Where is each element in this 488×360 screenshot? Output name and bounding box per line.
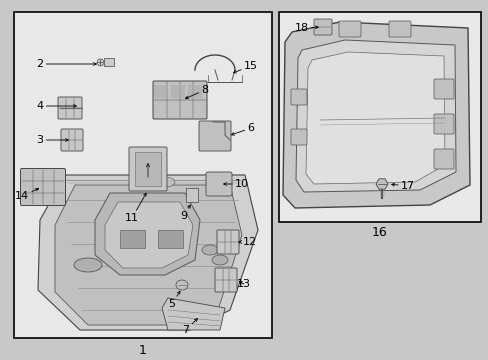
Bar (158, 230, 183, 248)
FancyBboxPatch shape (61, 129, 83, 151)
FancyBboxPatch shape (388, 21, 410, 37)
FancyBboxPatch shape (215, 268, 237, 292)
Ellipse shape (155, 177, 175, 187)
Text: 13: 13 (237, 279, 250, 289)
Text: 6: 6 (231, 123, 254, 135)
Polygon shape (105, 202, 193, 268)
Polygon shape (305, 52, 444, 184)
Polygon shape (375, 179, 387, 189)
Bar (135, 152, 161, 186)
FancyBboxPatch shape (313, 19, 331, 35)
Text: 9: 9 (180, 205, 190, 221)
FancyBboxPatch shape (129, 147, 167, 191)
FancyBboxPatch shape (433, 79, 453, 99)
Text: 8: 8 (185, 85, 208, 99)
FancyBboxPatch shape (433, 149, 453, 169)
FancyBboxPatch shape (205, 172, 231, 196)
Text: 16: 16 (371, 225, 387, 238)
Polygon shape (283, 22, 469, 208)
Ellipse shape (74, 258, 102, 272)
Ellipse shape (212, 255, 227, 265)
Ellipse shape (176, 280, 187, 290)
Polygon shape (162, 298, 224, 330)
Bar (104, 58, 114, 66)
Text: 3: 3 (37, 135, 68, 145)
Text: 17: 17 (391, 181, 414, 191)
Text: 4: 4 (37, 101, 76, 111)
FancyBboxPatch shape (217, 230, 239, 254)
Bar (279, 12, 480, 222)
FancyBboxPatch shape (338, 21, 360, 37)
Text: 12: 12 (239, 237, 257, 247)
Ellipse shape (202, 245, 218, 255)
FancyBboxPatch shape (290, 129, 306, 145)
Text: 14: 14 (15, 188, 39, 201)
Text: 15: 15 (233, 61, 258, 73)
Bar (185, 188, 198, 202)
Text: 11: 11 (125, 193, 146, 223)
FancyBboxPatch shape (20, 168, 65, 206)
Bar (120, 230, 145, 248)
FancyBboxPatch shape (153, 81, 206, 119)
Polygon shape (55, 185, 242, 325)
FancyBboxPatch shape (433, 114, 453, 134)
Text: 2: 2 (37, 59, 96, 69)
Text: 10: 10 (223, 179, 248, 189)
Polygon shape (295, 40, 455, 192)
Text: 7: 7 (182, 319, 197, 335)
FancyBboxPatch shape (199, 121, 230, 151)
Bar (14, 12, 271, 338)
FancyBboxPatch shape (290, 89, 306, 105)
Text: 5: 5 (168, 291, 180, 309)
Text: 1: 1 (139, 343, 146, 356)
Polygon shape (95, 193, 200, 275)
Text: 18: 18 (294, 23, 318, 33)
FancyBboxPatch shape (58, 97, 82, 119)
Polygon shape (38, 175, 258, 330)
